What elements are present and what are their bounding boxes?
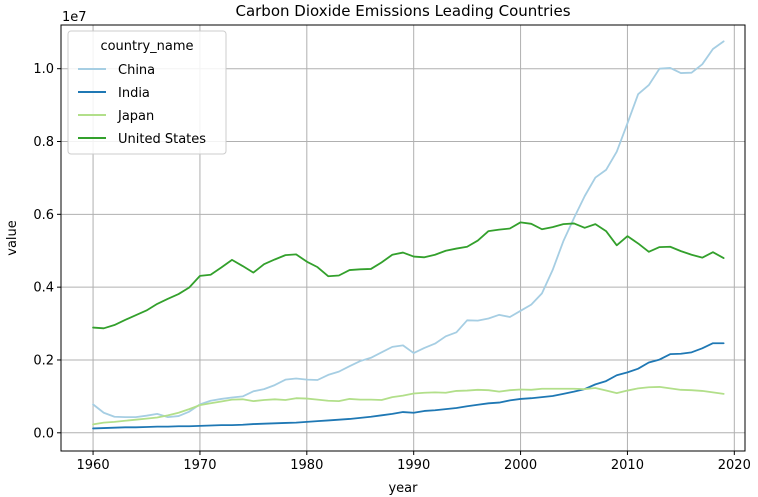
legend-label: India [118,86,150,101]
chart-title: Carbon Dioxide Emissions Leading Countri… [235,2,570,20]
series-line-japan [92,386,725,426]
y-axis-ticks: 0.0 0.2 0.4 0.6 0.8 1.0 [33,62,61,441]
legend-box [67,30,227,155]
x-tick-label: 2020 [718,458,751,473]
plot-frame [60,24,746,452]
legend-label: United States [118,132,206,147]
y-axis-label: value [5,220,20,256]
series-line-united-states [92,221,725,330]
y-tick-label: 0.0 [33,426,54,441]
y-tick-label: 0.4 [33,281,54,296]
x-tick-label: 1980 [290,458,323,473]
x-tick-label: 1990 [397,458,430,473]
x-axis-ticks: 1960 1970 1980 1990 2000 2010 2020 [77,451,751,473]
y-tick-label: 1.0 [33,62,54,77]
legend: country_name China India Japan United States [67,30,227,155]
series-lines [92,40,725,430]
y-tick-label: 0.2 [33,353,54,368]
y-offset-label: 1e7 [62,10,87,25]
x-tick-label: 1960 [77,458,110,473]
legend-title: country_name [100,39,193,54]
x-axis-label: year [388,481,418,496]
x-tick-label: 1970 [183,458,216,473]
x-tick-label: 2000 [504,458,537,473]
y-tick-label: 0.8 [33,135,54,150]
legend-label: China [118,63,155,78]
x-tick-label: 2010 [611,458,644,473]
y-tick-label: 0.6 [33,208,54,223]
series-line-india [92,342,725,430]
legend-label: Japan [117,109,154,124]
